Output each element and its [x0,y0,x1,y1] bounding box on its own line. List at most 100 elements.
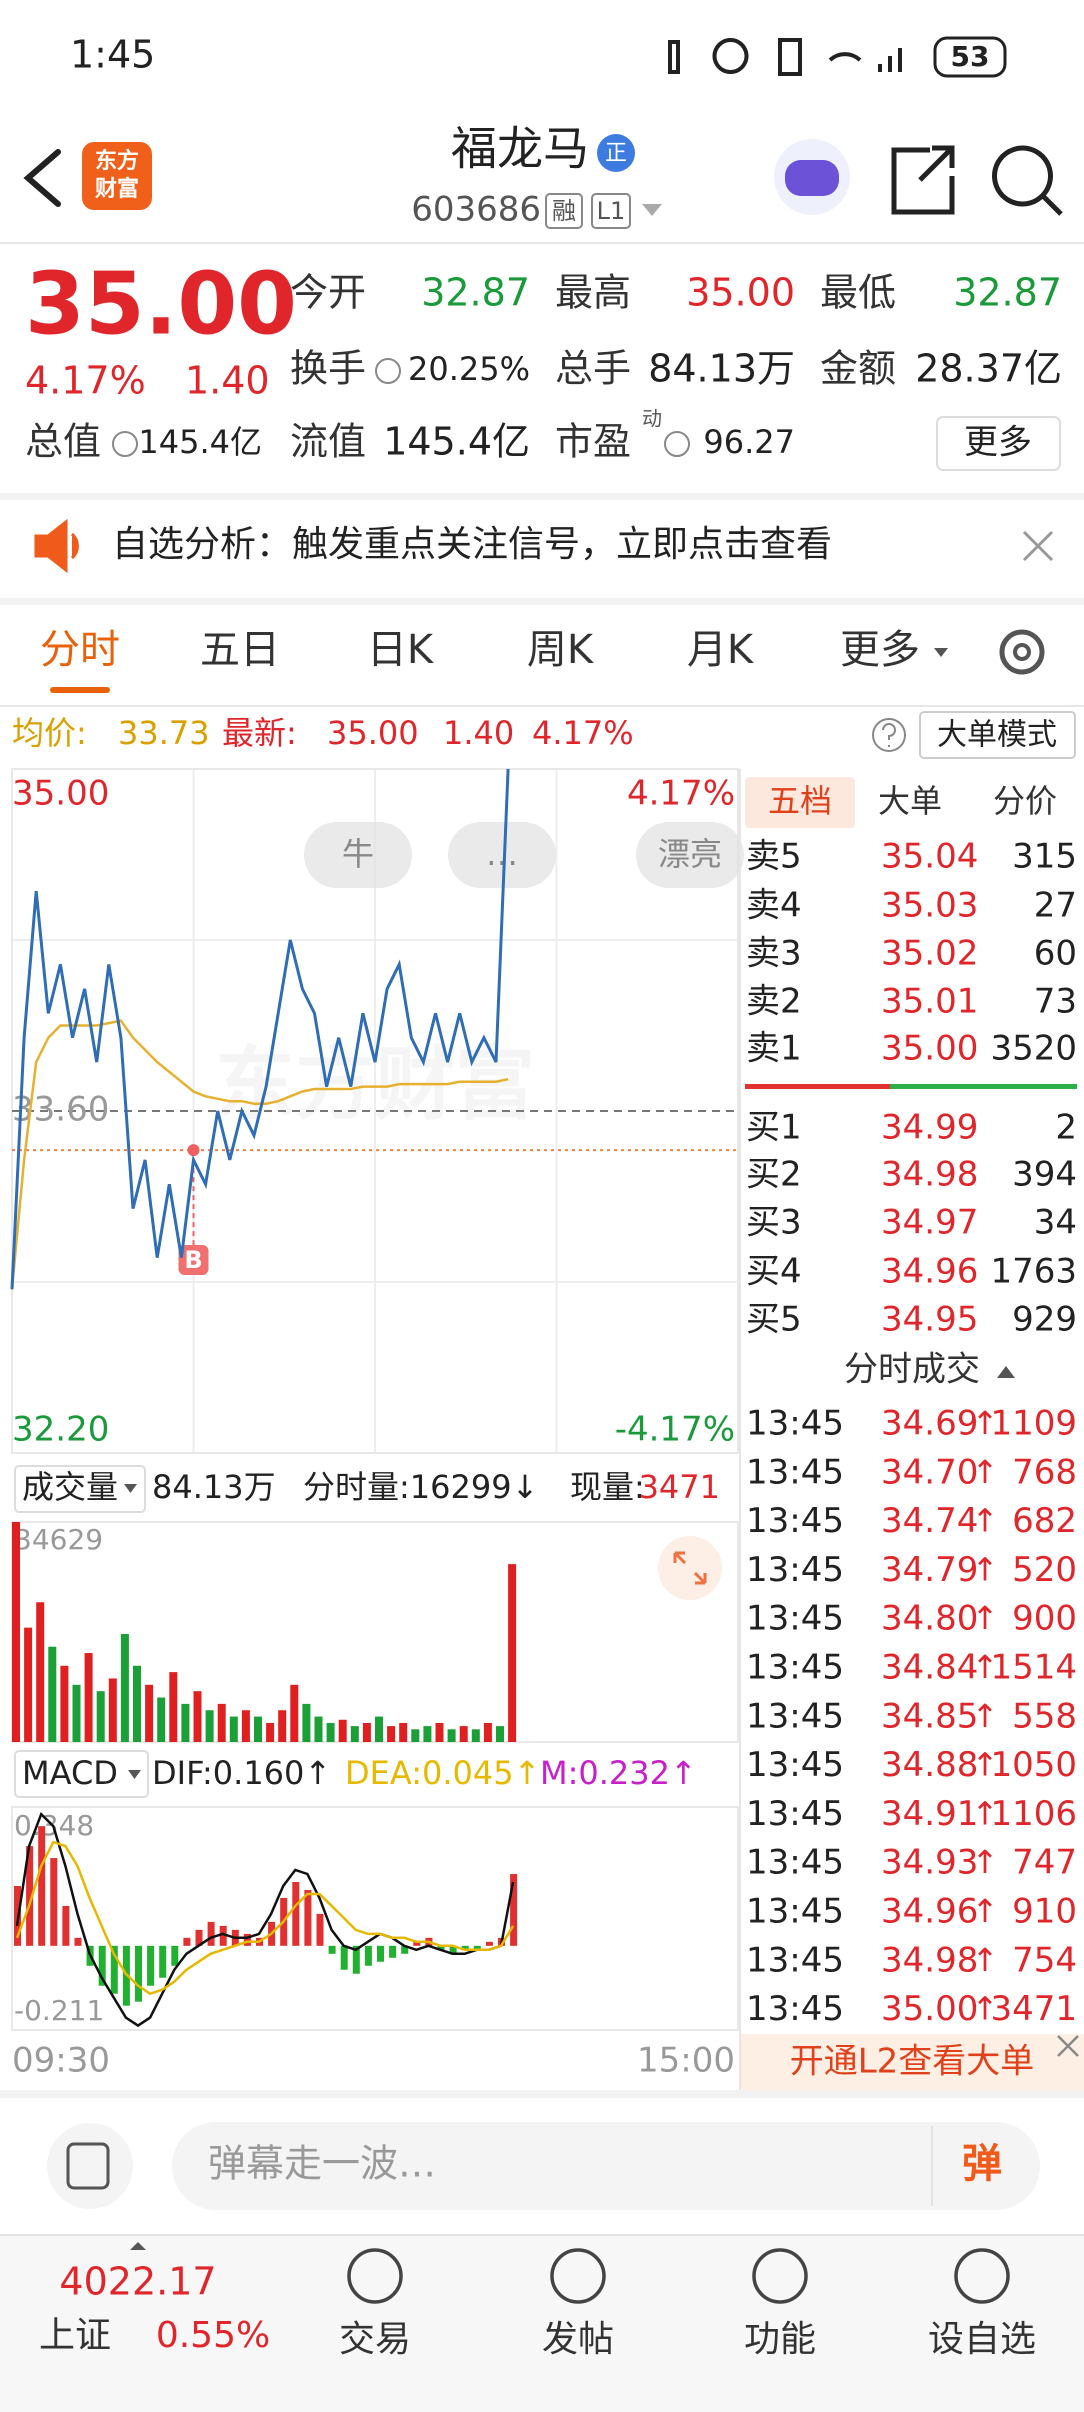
danmaku-text: 牛 [342,835,374,873]
volume-bar [48,1646,57,1742]
period-tab[interactable]: 分时 [40,627,120,673]
settings-icon[interactable] [999,629,1045,675]
more-button-bg[interactable] [936,416,1061,471]
macd-bar [50,1858,58,1946]
nav-label[interactable]: 发帖 [542,2319,614,2360]
period-tab[interactable]: 日K [367,627,435,673]
macd-bar [413,1941,421,1946]
marker-label: B [184,1246,202,1274]
macd-bar [195,1929,203,1946]
dropdown [124,1484,137,1493]
macd-bar [159,1945,167,1978]
compose-button[interactable] [47,2123,133,2209]
trade-arrow: ↑ [972,1697,999,1735]
book-volume: 34 [1034,1203,1077,1243]
mode-button-bg[interactable] [919,711,1076,759]
period-tab[interactable]: 月K [687,627,755,673]
badge-bg [597,134,635,172]
macd-bar [449,1945,457,1954]
stat-value: 35.00 [686,271,795,315]
volume-bar [447,1729,456,1742]
nav-label[interactable]: 设自选 [928,2319,1036,2360]
expand-button[interactable] [658,1536,722,1600]
volume-bar [387,1726,396,1742]
volume-bar [459,1726,468,1742]
macd-bar [437,1945,445,1950]
trade-price: 34.91 [881,1794,978,1834]
trade-volume: 768 [1012,1452,1077,1492]
y2-tick-label: 4.17% [627,774,735,814]
book-price: 34.98 [881,1155,978,1195]
volume-selector: 成交量 [22,1468,118,1506]
book-label: 卖3 [746,934,802,974]
dropdown [934,648,948,657]
trade-time: 13:45 [746,1892,844,1932]
close-icon [1057,2035,1079,2057]
trade-volume: 682 [1012,1501,1077,1541]
macd-dea: DEA:0.045↑ [345,1754,540,1792]
help-icon[interactable] [872,718,906,752]
trade-arrow: ↑ [972,1941,999,1979]
time-label: 09:30 [12,2041,110,2081]
dropdown [128,1770,141,1779]
book-volume: 60 [1034,934,1077,974]
trade-price: 34.85 [881,1696,978,1736]
settings-hole [1013,643,1031,661]
book-label: 买4 [746,1252,802,1292]
period-tab[interactable]: 更多 [840,627,920,673]
nav-label[interactable]: 功能 [744,2319,816,2360]
volume-bar [254,1716,262,1742]
share-icon[interactable] [891,145,955,215]
l2-banner-bg[interactable] [741,2034,1084,2090]
y-tick-label: -0.211 [14,1994,104,2027]
volume-bar [338,1719,347,1742]
chart-frame [11,1806,739,2031]
trade-arrow: ↑ [972,1990,999,2028]
period-tab[interactable]: 五日 [200,627,280,673]
stat-value: 28.37亿 [915,347,1062,391]
stat-value: 145.4亿 [383,420,530,464]
macd-bar [364,1945,372,1966]
volume-bar [375,1716,383,1742]
book-tab[interactable]: 分价 [993,782,1057,820]
volume-total: 84.13万 [152,1468,276,1506]
book-tab[interactable]: 大单 [878,782,942,820]
trade-price: 34.79 [881,1550,978,1590]
volume-bar [108,1678,117,1742]
book-price: 34.95 [881,1300,978,1340]
volume-bar [24,1627,33,1742]
back-button[interactable] [23,149,61,207]
stat-value: 145.4亿 [138,423,262,461]
volume-bar [278,1710,287,1742]
close-icon[interactable] [1022,530,1054,562]
trade-arrow: ↑ [972,1453,999,1491]
nav-label[interactable]: 交易 [339,2319,411,2360]
price-line [10,1019,509,1290]
search-icon[interactable] [992,145,1063,216]
trade-price: 34.74 [881,1501,978,1541]
macd-bar [401,1945,409,1954]
stat-label: 总值 [25,420,101,464]
l2-banner: 开通L2查看大单 [790,2042,1035,2082]
comment-input[interactable] [172,2122,1040,2210]
trade-price: 35.00 [881,1989,978,2029]
nav-icon [954,2248,1010,2304]
book-price: 35.03 [881,886,978,926]
trade-arrow: ↑ [972,1502,999,1540]
watermark: 东方财富 [215,1038,535,1131]
macd-bar [389,1945,397,1958]
trade-time: 13:45 [746,1696,844,1736]
status-time: 1:45 [70,33,155,77]
macd-bar [135,1945,142,2002]
selector-box[interactable] [14,1750,149,1798]
book-volume: 3520 [990,1029,1077,1069]
logo-text: 东方 [95,148,139,174]
book-tab[interactable]: 五档 [768,782,832,820]
period-tab[interactable]: 周K [527,627,595,673]
y2-tick-label: -4.17% [615,1410,735,1450]
danmaku-bubble [636,822,744,888]
macd-selector: MACD [22,1754,118,1792]
selector-box[interactable] [14,1465,146,1513]
macd-bar [74,1937,82,1946]
index-change: 0.55% [156,2315,270,2356]
